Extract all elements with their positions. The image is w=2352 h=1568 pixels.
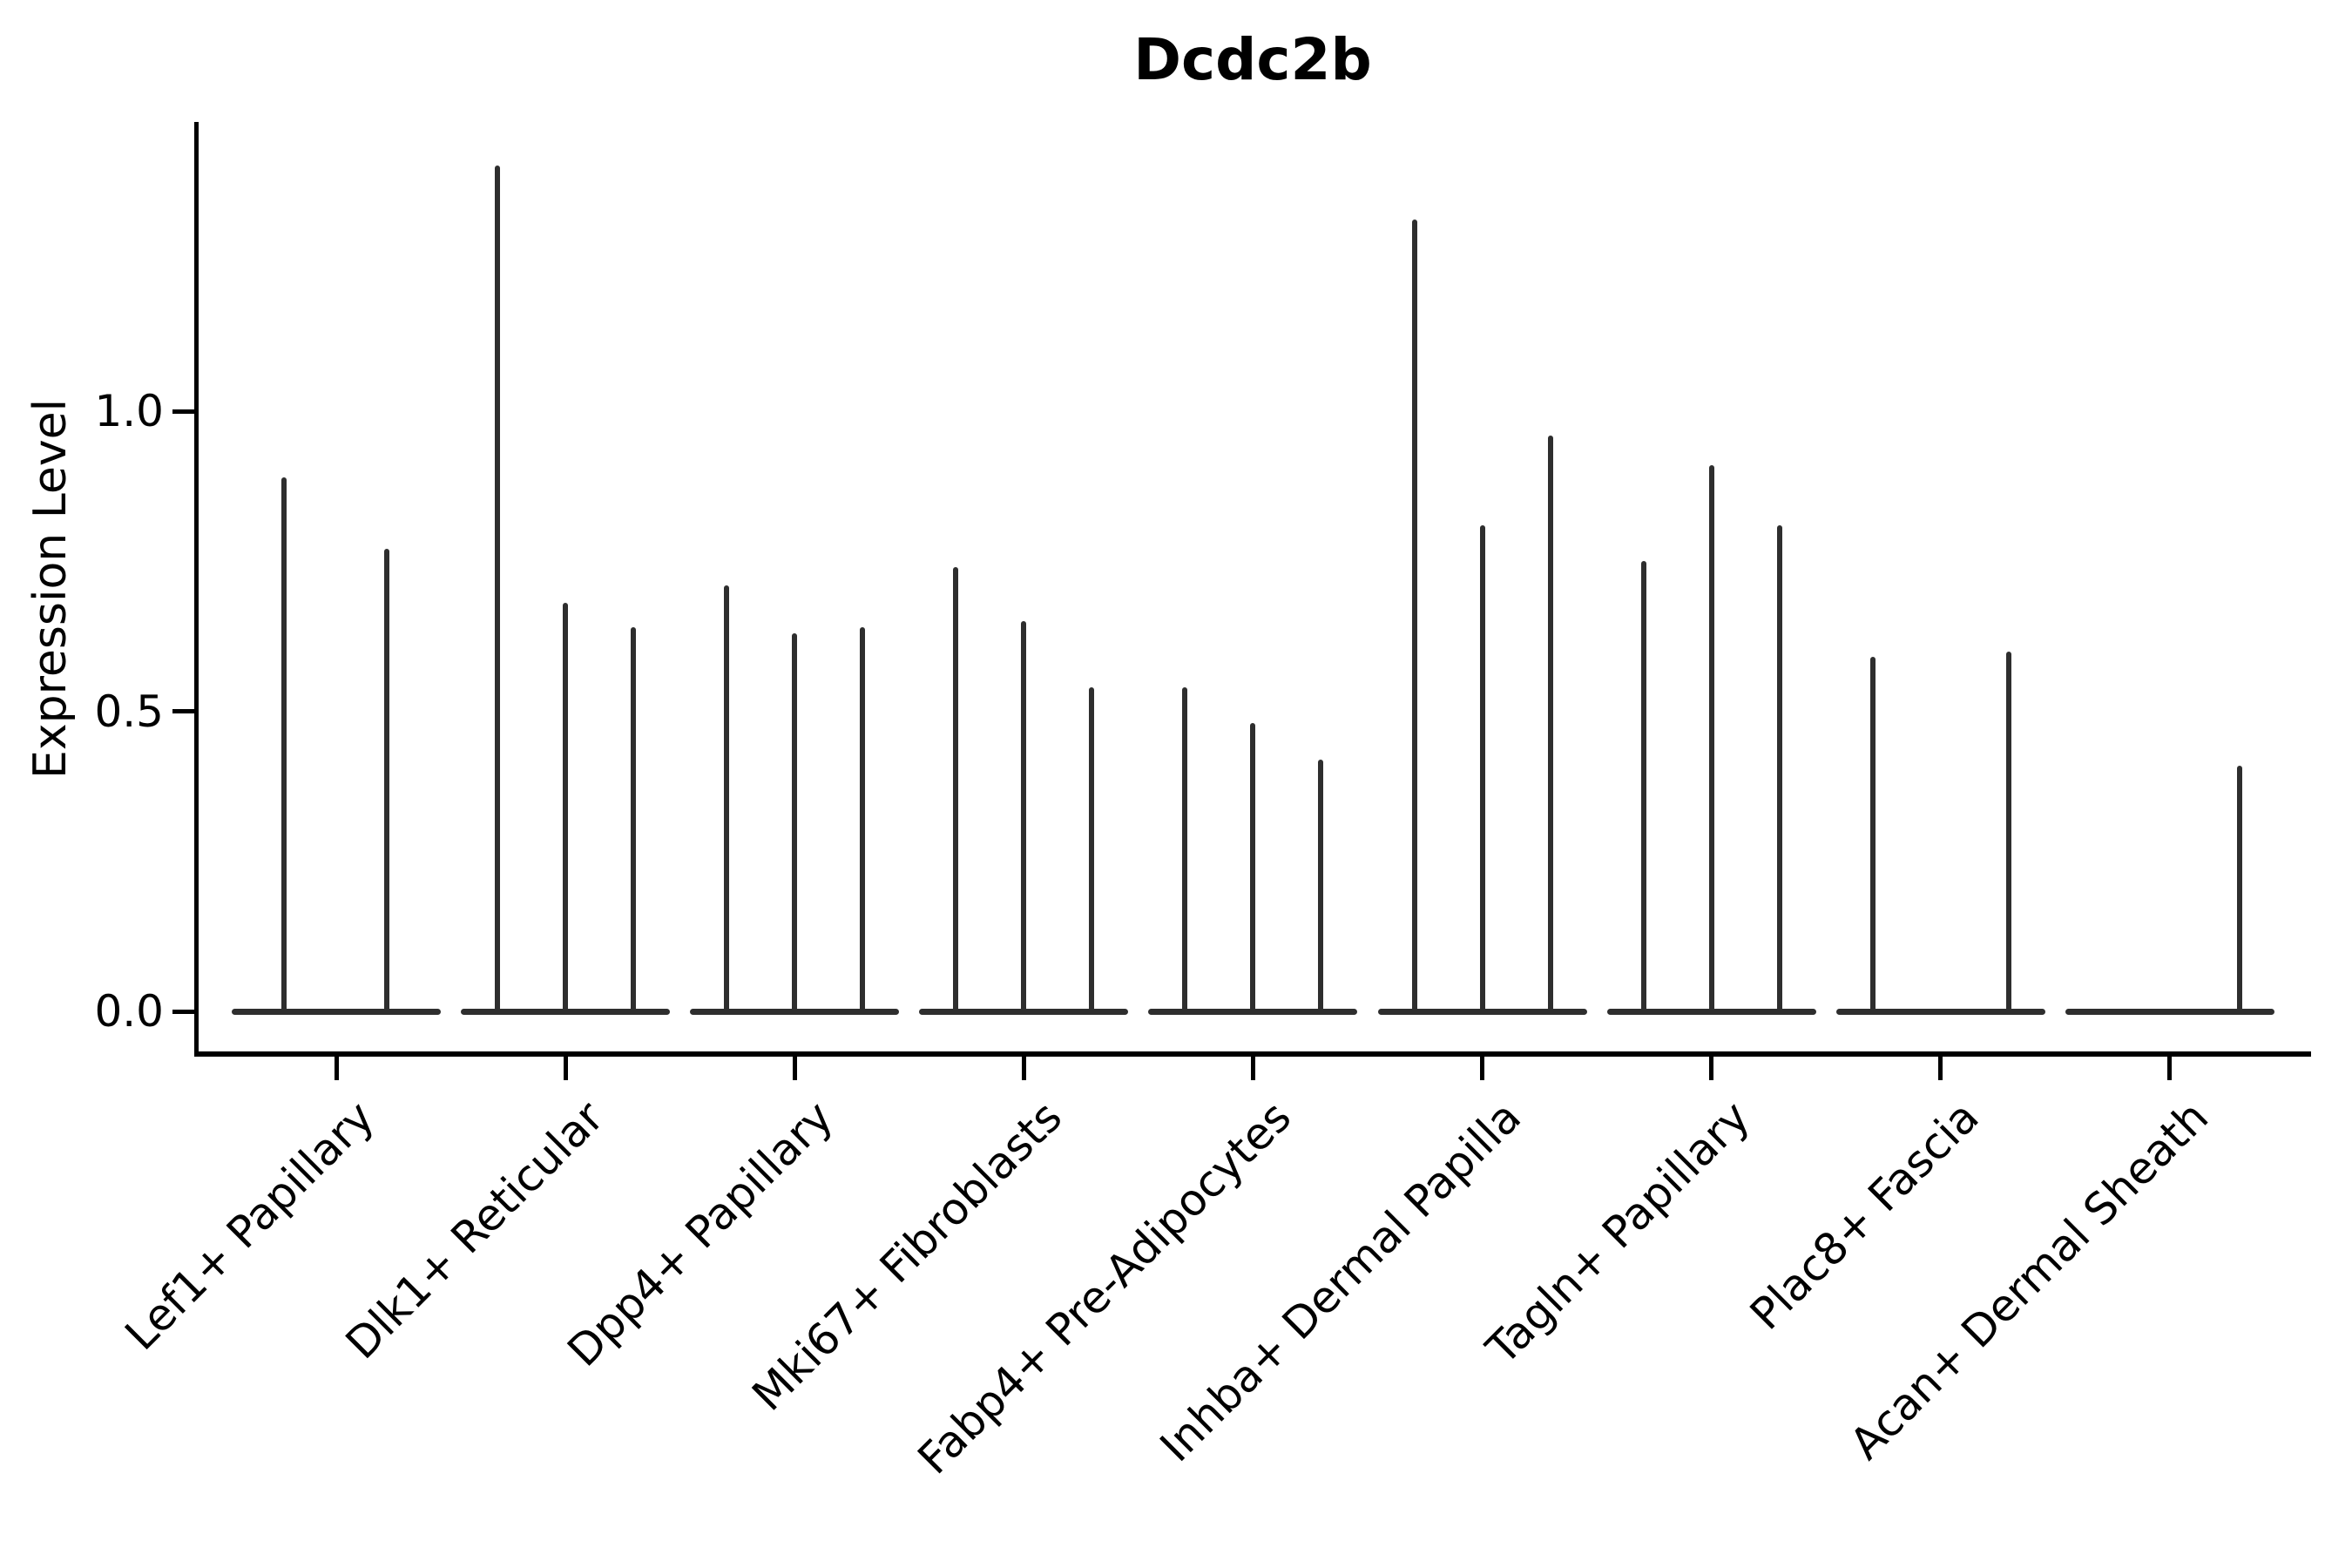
y-tick-mark xyxy=(172,409,195,414)
violin-density-spike xyxy=(1250,723,1256,1014)
y-tick-label: 0.5 xyxy=(94,686,164,737)
violin-density-spike xyxy=(860,627,866,1014)
y-tick-label: 0.0 xyxy=(94,986,164,1037)
violin-density-spike xyxy=(1479,524,1485,1014)
violin-density-spike xyxy=(1182,686,1188,1014)
y-tick-mark xyxy=(172,709,195,713)
violin-density-spike xyxy=(953,567,959,1014)
x-tick-mark xyxy=(1021,1057,1026,1080)
violin-density-spike xyxy=(2236,765,2242,1014)
violin-baseline xyxy=(1835,1008,2045,1015)
violin-baseline xyxy=(232,1008,441,1015)
violin-density-spike xyxy=(1708,465,1714,1014)
violin-density-spike xyxy=(2005,651,2011,1014)
violin-density-spike xyxy=(792,632,798,1014)
violin-density-spike xyxy=(1776,524,1782,1014)
x-tick-label: Lef1+ Papillary xyxy=(115,1092,385,1361)
y-axis-spine xyxy=(194,122,199,1057)
y-tick-label: 1.0 xyxy=(94,386,164,436)
x-tick-mark xyxy=(1938,1057,1943,1080)
x-tick-mark xyxy=(563,1057,568,1080)
y-tick-mark xyxy=(172,1009,195,1014)
violin-density-spike xyxy=(1411,219,1417,1014)
violin-baseline xyxy=(2065,1008,2274,1015)
violin-density-spike xyxy=(1021,621,1027,1014)
x-axis-spine xyxy=(194,1051,2311,1057)
x-tick-mark xyxy=(1250,1057,1255,1080)
x-tick-mark xyxy=(792,1057,797,1080)
violin-density-spike xyxy=(1640,561,1646,1014)
x-tick-mark xyxy=(2167,1057,2173,1080)
violin-density-spike xyxy=(1869,657,1876,1014)
x-tick-mark xyxy=(334,1057,339,1080)
violin-density-spike xyxy=(384,549,389,1014)
violin-density-spike xyxy=(631,627,637,1014)
violin-density-spike xyxy=(495,165,501,1014)
x-tick-label: Fabp4+ Pre-Adipocytes xyxy=(908,1092,1301,1484)
violin-density-spike xyxy=(563,603,569,1014)
x-tick-mark xyxy=(1480,1057,1484,1080)
violin-density-spike xyxy=(281,476,287,1014)
violin-density-spike xyxy=(1318,759,1324,1014)
chart-title: Dcdc2b xyxy=(1133,26,1372,93)
x-tick-mark xyxy=(1709,1057,1714,1080)
x-tick-label: Plac8+ Fascia xyxy=(1740,1092,1989,1340)
violin-density-spike xyxy=(724,585,730,1014)
violin-density-spike xyxy=(1089,686,1095,1014)
violin-density-spike xyxy=(1547,435,1553,1014)
